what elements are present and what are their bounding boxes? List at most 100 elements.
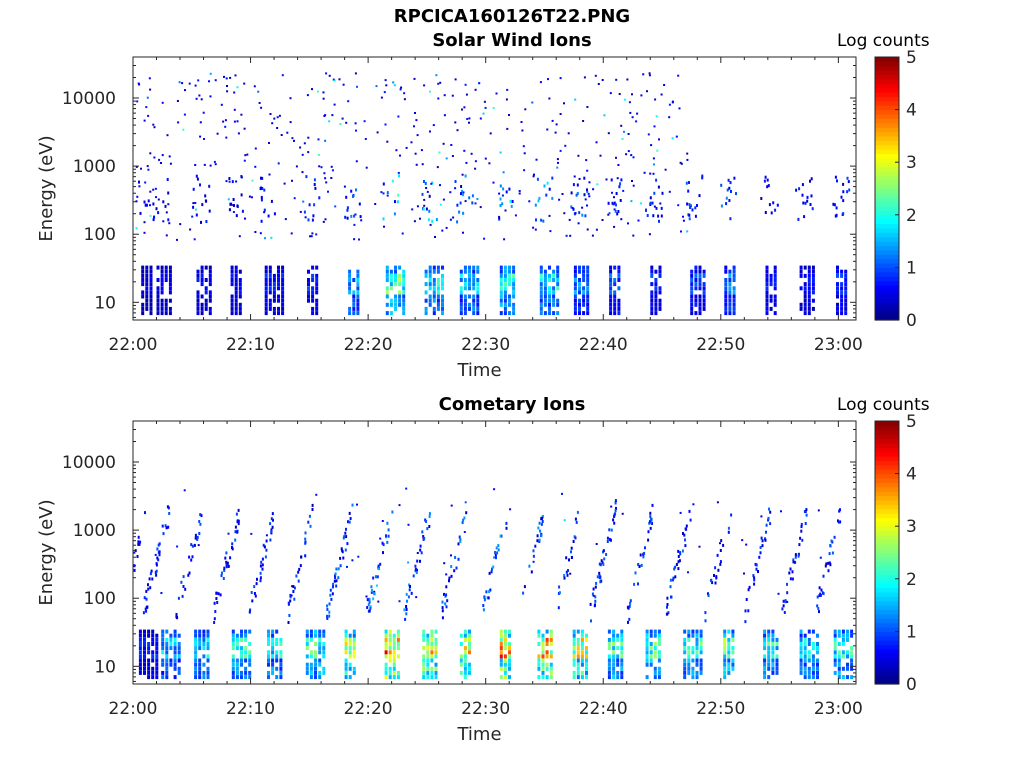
count-cell [318, 196, 321, 200]
count-cell [208, 294, 212, 299]
count-cell [388, 654, 392, 659]
count-cell [508, 662, 511, 667]
colorbar-segment [875, 561, 899, 567]
count-cell [307, 290, 310, 295]
count-cell [838, 520, 840, 524]
count-cell [523, 585, 526, 589]
count-cell [807, 670, 811, 675]
count-cell [348, 282, 352, 287]
count-cell [424, 182, 427, 185]
count-cell [339, 556, 342, 560]
count-cell [143, 231, 146, 234]
count-cell [388, 642, 392, 646]
count-cell [470, 152, 473, 155]
count-cell [357, 555, 360, 558]
count-cell [432, 265, 436, 270]
count-cell [842, 182, 845, 186]
count-cell [230, 298, 234, 303]
count-cell [231, 666, 235, 671]
count-cell [251, 196, 253, 199]
count-cell [491, 567, 493, 571]
count-cell [710, 578, 713, 582]
count-cell [649, 629, 653, 634]
count-cell [503, 298, 507, 303]
count-cell [476, 286, 480, 291]
count-cell [202, 642, 206, 646]
count-cell [271, 654, 275, 659]
count-cell [292, 585, 295, 588]
count-cell [463, 265, 467, 270]
count-cell [724, 282, 728, 287]
count-cell [683, 642, 687, 646]
count-cell [609, 306, 613, 311]
count-cell [816, 666, 819, 671]
count-cell [260, 219, 263, 223]
count-cell [168, 269, 172, 274]
count-cell [311, 265, 315, 270]
count-cell [231, 670, 235, 675]
count-cell [833, 637, 837, 642]
count-cell [248, 675, 252, 680]
count-cell [168, 512, 171, 515]
count-cell [204, 286, 208, 291]
count-cell [416, 552, 419, 554]
count-cell [436, 306, 440, 311]
count-cell [570, 546, 573, 550]
count-cell [657, 633, 661, 638]
count-cell [407, 595, 410, 599]
count-cell [782, 599, 785, 603]
count-cell [541, 633, 545, 638]
count-cell [313, 178, 316, 182]
count-cell [811, 654, 815, 659]
count-cell [723, 633, 727, 638]
count-cell [322, 650, 326, 655]
count-cell [364, 138, 367, 140]
count-cell [428, 278, 432, 282]
count-cell [672, 576, 675, 580]
count-cell [541, 654, 545, 659]
count-cell [587, 192, 590, 195]
count-cell [634, 571, 637, 575]
count-cell [688, 203, 691, 206]
count-cell [231, 654, 235, 659]
count-cell [799, 265, 803, 270]
count-cell [688, 217, 691, 221]
count-cell [725, 202, 728, 206]
count-cell [575, 520, 578, 524]
colorbar-segment [875, 521, 899, 527]
count-cell [235, 180, 238, 183]
count-cell [248, 610, 251, 614]
colorbar-segment [875, 293, 899, 299]
count-cell [836, 282, 839, 287]
count-cell [667, 611, 670, 615]
count-cell [309, 650, 313, 655]
count-cell [570, 205, 573, 209]
count-cell [254, 147, 257, 150]
count-cell [765, 286, 769, 291]
count-cell [842, 212, 845, 216]
count-cell [572, 540, 575, 543]
count-cell [240, 650, 243, 655]
count-cell [382, 182, 385, 186]
count-cell [394, 294, 397, 299]
colorbar-segment [875, 640, 899, 646]
count-cell [165, 662, 169, 667]
count-cell [149, 294, 153, 299]
count-cell [707, 592, 709, 596]
count-cell [272, 286, 276, 291]
count-cell [548, 286, 551, 291]
count-cell [652, 172, 655, 175]
count-cell [508, 311, 511, 316]
count-cell [615, 506, 617, 510]
count-cell [464, 83, 467, 86]
count-cell [505, 98, 508, 101]
count-cell [637, 219, 640, 222]
count-cell [589, 602, 592, 606]
count-cell [188, 555, 191, 559]
count-cell [657, 637, 661, 642]
count-cell [454, 556, 457, 559]
count-cell [234, 311, 238, 316]
count-cell [650, 282, 654, 287]
colorbar-segment [875, 109, 899, 115]
count-cell [472, 286, 476, 291]
